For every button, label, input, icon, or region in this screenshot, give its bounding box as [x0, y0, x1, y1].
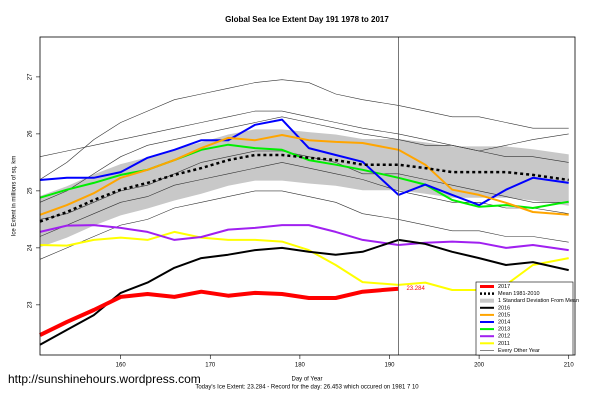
x-tick-label: 170 — [205, 363, 216, 369]
series-line — [39, 238, 569, 346]
series-line — [39, 118, 569, 207]
other-year-line — [39, 190, 569, 260]
other-year-line — [39, 110, 569, 157]
x-axis-label: Day of Year — [291, 377, 322, 383]
std-band — [40, 129, 569, 248]
end-label: 23.284 — [406, 286, 425, 292]
legend-label: Mean 1981-2010 — [498, 291, 540, 297]
x-tick-label: 210 — [564, 363, 575, 369]
plot-frame — [39, 36, 576, 356]
other-year-line — [39, 162, 569, 237]
legend-label: 1 Standard Deviation From Mean — [498, 298, 579, 304]
series-line — [39, 153, 569, 223]
series-line — [39, 224, 569, 252]
legend-label: 2014 — [498, 319, 510, 325]
plot-area — [39, 79, 569, 346]
series-line — [39, 286, 399, 337]
series-line — [39, 143, 569, 209]
watermark: http://sunshinehours.wordpress.com — [8, 372, 201, 386]
footer: Today's Ice Extent: 23.284 - Record for … — [195, 385, 419, 391]
y-tick-label: 25 — [28, 187, 34, 194]
legend-label: 2011 — [498, 341, 510, 347]
x-tick-label: 180 — [295, 363, 306, 369]
legend-label: 2017 — [498, 284, 510, 290]
x-tick-label: 160 — [116, 363, 127, 369]
legend-swatch — [480, 298, 494, 303]
legend-label: Every Other Year — [498, 348, 540, 354]
y-tick-label: 26 — [28, 130, 34, 137]
other-year-line — [39, 150, 569, 220]
series-line — [39, 230, 569, 291]
legend-label: 2012 — [498, 334, 510, 340]
chart-title: Global Sea Ice Extent Day 191 1978 to 20… — [225, 15, 389, 24]
series-line — [39, 134, 569, 216]
other-year-line — [39, 79, 569, 180]
y-axis-label: Ice Extent in millions of sq. km — [12, 156, 18, 237]
y-tick-label: 23 — [28, 301, 34, 308]
y-tick-label: 24 — [28, 244, 34, 251]
x-tick-label: 200 — [474, 363, 485, 369]
x-tick-label: 190 — [384, 363, 395, 369]
y-tick-label: 27 — [28, 73, 34, 80]
legend-label: 2015 — [498, 312, 510, 318]
legend-label: 2013 — [498, 327, 510, 333]
legend-label: 2016 — [498, 305, 510, 311]
